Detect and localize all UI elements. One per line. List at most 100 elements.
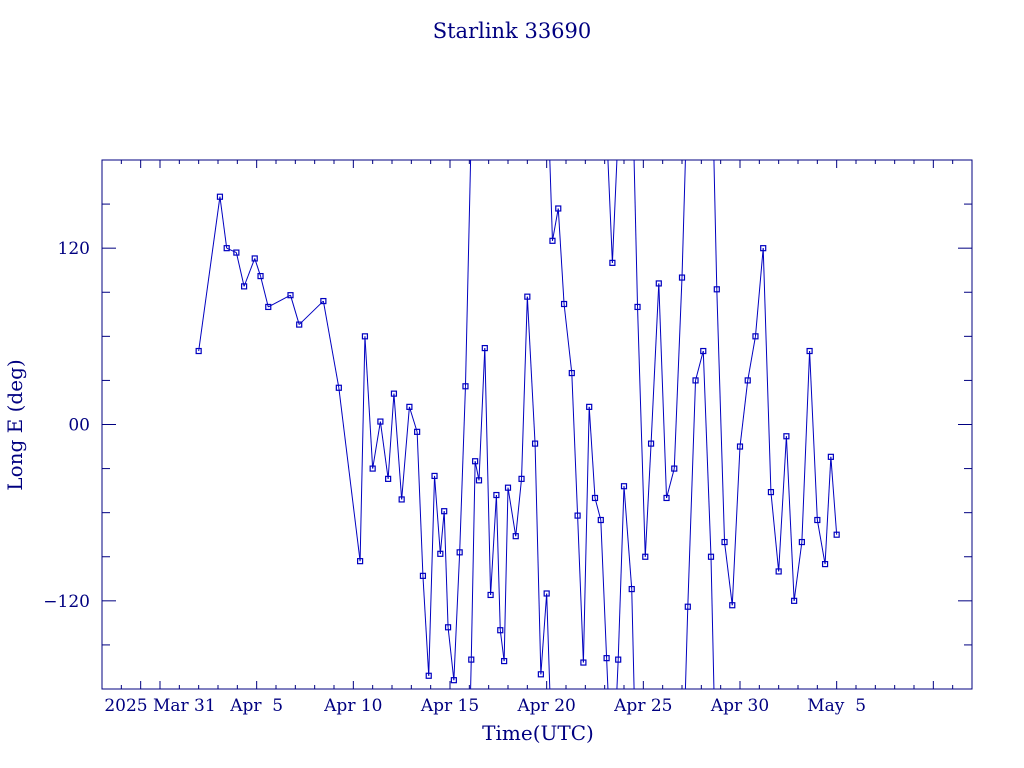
data-point [560, 300, 568, 308]
series-segment [695, 350, 704, 381]
series-segment [268, 294, 291, 308]
data-point [223, 245, 230, 252]
data-point [580, 659, 587, 666]
series-segment [731, 446, 741, 606]
series-segment [801, 351, 811, 543]
series-segment [716, 289, 726, 543]
series-segment [439, 511, 445, 554]
series-segment [557, 208, 565, 305]
series-segment [658, 283, 668, 498]
series-segment [416, 431, 424, 576]
series-segment [470, 461, 476, 660]
series-segment [372, 421, 381, 469]
data-point [597, 516, 604, 524]
data-point [707, 553, 715, 560]
data-point [361, 333, 369, 340]
data-point [265, 303, 272, 311]
series-segment [393, 393, 403, 500]
data-point [287, 292, 294, 299]
plot-border [101, 159, 973, 690]
y-tick-label: −120 [43, 592, 90, 612]
series-segment [687, 380, 697, 607]
data-point [487, 591, 494, 599]
data-point [729, 602, 736, 609]
series-segment [235, 252, 245, 287]
series-segment [551, 208, 559, 241]
series-segment [577, 515, 584, 663]
data-point [475, 477, 483, 484]
series-segment [434, 475, 441, 554]
data-point [425, 672, 432, 679]
data-point [744, 377, 751, 384]
data-point [767, 488, 775, 496]
series-segment [710, 556, 715, 690]
series-segment [260, 275, 269, 308]
data-point [752, 333, 759, 340]
series-segment [478, 348, 486, 481]
series-segment [359, 336, 366, 562]
data-point [431, 472, 438, 480]
series-segment [830, 456, 838, 535]
data-point [462, 383, 469, 390]
x-tick-label: Apr 10 [323, 696, 382, 716]
data-point [620, 483, 628, 490]
series-segment [816, 519, 826, 565]
data-point [257, 272, 264, 280]
data-point [678, 274, 686, 281]
series-segment [809, 351, 818, 521]
data-point [647, 440, 655, 447]
series-segment [364, 336, 374, 469]
series-segment [633, 159, 639, 307]
data-point [833, 531, 840, 538]
data-point [684, 603, 691, 610]
series-segment [650, 283, 660, 444]
x-tick-label: May 5 [807, 696, 866, 716]
series-segment [470, 659, 472, 690]
series-segment [724, 541, 733, 606]
series-segment [534, 443, 542, 675]
data-point [798, 538, 805, 546]
data-point [398, 496, 405, 503]
x-tick-label: Apr 15 [420, 696, 479, 716]
y-axis-tick-labels: 120 00 −120 [43, 239, 90, 612]
data-point [591, 494, 599, 502]
series-segment [503, 487, 509, 662]
data-point [791, 597, 798, 604]
x-tick-label: 2025 Mar 31 [104, 696, 215, 716]
series-segment [747, 336, 756, 381]
series-segment [198, 196, 221, 352]
series-segment [607, 159, 613, 263]
series-segment [401, 406, 410, 500]
data-point [700, 347, 707, 355]
data-point [568, 369, 575, 377]
x-tick-label: Apr 25 [613, 696, 672, 716]
series-segment [428, 475, 436, 676]
series-segment [582, 406, 590, 663]
series-segment [219, 196, 228, 249]
series-segment [443, 511, 449, 628]
series-segment [631, 589, 635, 690]
series-segment [408, 406, 418, 432]
data-point [524, 293, 531, 300]
data-point [692, 377, 699, 384]
data-point [419, 572, 427, 579]
data-point [628, 585, 635, 593]
data-point [414, 428, 421, 435]
series-segment [490, 495, 497, 595]
x-axis-tick-labels: 2025 Mar 31 Apr 5 Apr 10 Apr 15 Apr 20 Apr 25… [104, 696, 866, 716]
data-point [512, 533, 519, 540]
series-segment [785, 436, 795, 601]
series-segment [571, 373, 579, 516]
series-segment [290, 295, 300, 325]
x-axis-label: Time(UTC) [482, 721, 594, 745]
data-point [441, 508, 448, 515]
series-segment [594, 497, 602, 521]
series-segment [739, 380, 749, 447]
series-segment [702, 351, 712, 557]
data-point [721, 538, 728, 546]
axis-ticks [101, 159, 973, 690]
data-point [827, 453, 834, 460]
series-segment [673, 277, 683, 469]
series-segment [824, 456, 832, 565]
